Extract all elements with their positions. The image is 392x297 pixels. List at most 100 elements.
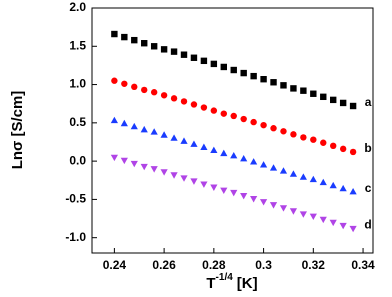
point xyxy=(200,57,208,65)
point xyxy=(200,143,208,150)
point xyxy=(329,219,337,227)
point xyxy=(349,148,357,156)
point xyxy=(289,208,298,215)
x-axis-sup: -1/4 xyxy=(216,272,234,283)
point xyxy=(160,169,168,176)
y-tick-label: 1.5 xyxy=(69,38,86,52)
point xyxy=(270,79,277,86)
point xyxy=(349,225,357,233)
point xyxy=(180,51,188,58)
point xyxy=(290,131,297,138)
point xyxy=(339,145,347,153)
y-tick-label: 2.0 xyxy=(69,0,86,14)
point xyxy=(349,187,357,195)
point xyxy=(110,154,118,162)
point xyxy=(250,196,258,203)
point xyxy=(269,164,278,171)
point xyxy=(259,199,268,206)
point xyxy=(210,184,218,191)
point xyxy=(320,139,327,146)
point xyxy=(289,170,298,177)
point xyxy=(160,92,168,99)
point xyxy=(319,178,327,186)
point xyxy=(220,187,228,195)
x-tick-label: 0.24 xyxy=(103,258,127,272)
point xyxy=(349,102,357,110)
point xyxy=(170,172,178,179)
point xyxy=(110,116,118,124)
point xyxy=(339,222,347,230)
point xyxy=(320,93,327,101)
point xyxy=(180,175,188,182)
point xyxy=(339,99,347,107)
point xyxy=(240,69,247,77)
point xyxy=(210,146,218,154)
point xyxy=(210,60,218,68)
point xyxy=(240,155,248,162)
point xyxy=(200,104,208,111)
point xyxy=(121,33,128,41)
point xyxy=(150,128,158,135)
point xyxy=(280,82,287,89)
point xyxy=(330,142,337,150)
y-tick-label: 0.5 xyxy=(69,115,86,129)
point xyxy=(309,175,317,183)
x-tick-label: 0.26 xyxy=(152,258,176,272)
point xyxy=(111,30,118,38)
point xyxy=(170,134,178,141)
point xyxy=(170,48,178,55)
y-tick-label: -0.5 xyxy=(65,192,86,206)
point xyxy=(140,163,148,171)
point xyxy=(150,89,158,96)
point xyxy=(319,216,327,224)
point xyxy=(131,36,138,44)
point xyxy=(260,121,267,129)
point xyxy=(290,85,297,92)
y-tick-label: 0.0 xyxy=(69,153,86,167)
point xyxy=(270,125,277,132)
point xyxy=(299,211,307,218)
x-tick-label: 0.32 xyxy=(302,258,326,272)
point xyxy=(130,160,138,168)
point xyxy=(330,96,337,104)
point xyxy=(180,98,188,105)
point xyxy=(141,40,148,47)
point xyxy=(140,125,148,133)
point xyxy=(190,140,198,147)
point xyxy=(220,110,227,117)
point xyxy=(329,181,337,189)
point xyxy=(259,161,268,168)
point xyxy=(230,66,237,74)
point xyxy=(141,86,148,94)
point xyxy=(180,137,188,144)
point xyxy=(170,95,178,102)
series-label: d xyxy=(364,218,371,232)
y-axis-title: Lnσ [S/cm] xyxy=(9,91,26,170)
point xyxy=(300,134,307,141)
point xyxy=(200,181,208,188)
point xyxy=(120,157,128,165)
point xyxy=(250,158,258,165)
point xyxy=(111,77,118,84)
point xyxy=(220,63,227,71)
series-label: a xyxy=(365,95,372,109)
point xyxy=(279,205,288,212)
x-axis-unit: [K] xyxy=(237,275,258,292)
series-label: b xyxy=(364,141,371,155)
point xyxy=(190,54,198,61)
point xyxy=(220,149,228,157)
point xyxy=(121,80,128,87)
point xyxy=(240,115,247,123)
x-tick-label: 0.28 xyxy=(202,258,226,272)
point xyxy=(260,76,267,83)
point xyxy=(250,72,257,80)
point xyxy=(250,118,257,126)
point xyxy=(230,151,238,159)
x-axis-base: T xyxy=(206,275,215,292)
point xyxy=(240,192,248,200)
point xyxy=(279,167,288,174)
point xyxy=(339,184,347,192)
x-axis-title: T-1/4 [K] xyxy=(206,272,257,292)
point xyxy=(300,87,307,94)
